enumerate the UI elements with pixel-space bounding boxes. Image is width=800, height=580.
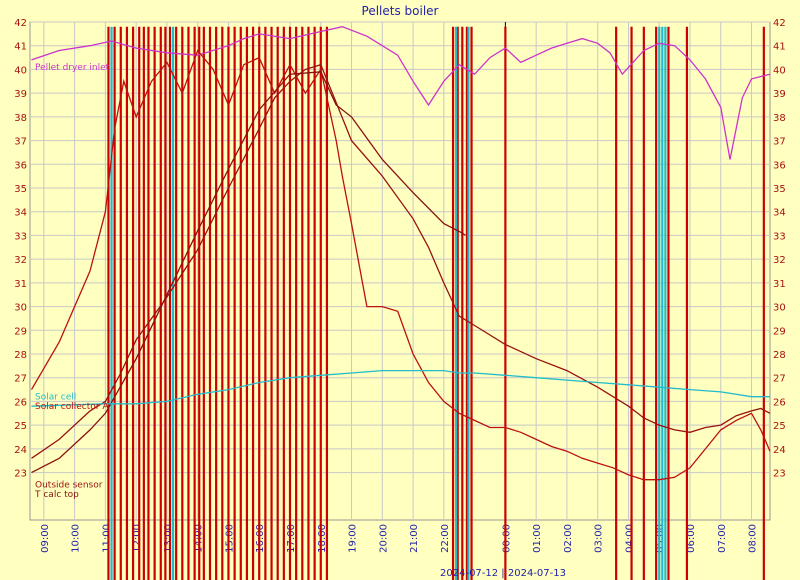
y-axis-right: 23 24 25 26 27 28 29 30 31 32 33 34 35 36 37 38 39 40 41 42	[773, 18, 786, 480]
series-label: Outside sensor	[35, 480, 103, 490]
series-lines	[30, 26, 771, 481]
y-tick-label-right: 24	[773, 445, 786, 456]
x-tick-label: 19:00	[348, 524, 359, 553]
chart-title: Pellets boiler	[362, 4, 439, 18]
y-tick-label-right: 39	[773, 89, 786, 100]
x-tick-label: 13:00	[163, 524, 174, 553]
y-tick-label-left: 42	[14, 18, 27, 29]
x-tick-label: 07:00	[717, 524, 728, 553]
y-tick-label-right: 42	[773, 18, 786, 29]
series-line	[31, 71, 466, 474]
y-tick-label-right: 27	[773, 374, 786, 385]
y-tick-label-right: 38	[773, 113, 786, 124]
y-tick-label-right: 25	[773, 421, 786, 432]
y-tick-label-left: 33	[14, 231, 27, 242]
y-tick-label-left: 40	[14, 65, 27, 76]
y-tick-label-left: 32	[14, 255, 27, 266]
series-line	[31, 63, 771, 459]
x-tick-label: 15:00	[224, 524, 235, 553]
y-tick-label-left: 26	[14, 397, 27, 408]
y-tick-label-left: 28	[14, 350, 27, 361]
x-tick-label: 18:00	[317, 524, 328, 553]
y-axis-left: 23 24 25 26 27 28 29 30 31 32 33 34 35 36 37 38 39 40 41 42	[14, 18, 27, 480]
y-tick-label-right: 29	[773, 326, 786, 337]
y-tick-label-right: 41	[773, 42, 786, 53]
y-tick-label-left: 38	[14, 113, 27, 124]
spike-lines	[107, 26, 765, 580]
y-tick-label-right: 31	[773, 279, 786, 290]
y-tick-label-right: 33	[773, 231, 786, 242]
y-tick-label-right: 26	[773, 397, 786, 408]
y-tick-label-left: 24	[14, 445, 27, 456]
x-tick-label: 17:00	[286, 524, 297, 553]
series-label: Pellet dryer inlet	[35, 63, 110, 73]
y-tick-label-right: 32	[773, 255, 786, 266]
x-tick-label: 16:00	[255, 524, 266, 553]
y-tick-label-left: 27	[14, 374, 27, 385]
series-labels: Pellet dryer inlet Solar collector A Outsi…	[34, 63, 110, 500]
x-tick-label: 11:00	[101, 524, 112, 553]
series-label: Solar cell	[35, 393, 76, 403]
x-tick-label: 01:00	[532, 524, 543, 553]
y-tick-label-right: 28	[773, 350, 786, 361]
x-tick-label: 08:00	[748, 524, 759, 553]
x-tick-label: 05:00	[655, 524, 666, 553]
y-tick-label-right: 37	[773, 137, 786, 148]
x-tick-label: 21:00	[409, 524, 420, 553]
x-tick-label: 04:00	[624, 524, 635, 553]
x-tick-label: 10:00	[71, 524, 82, 553]
y-tick-label-left: 41	[14, 42, 27, 53]
x-tick-label: 03:00	[594, 524, 605, 553]
y-tick-label-right: 23	[773, 469, 786, 480]
y-tick-label-right: 36	[773, 160, 786, 171]
y-tick-label-right: 30	[773, 303, 786, 314]
y-tick-label-left: 39	[14, 89, 27, 100]
x-tick-label: 22:00	[440, 524, 451, 553]
y-tick-label-left: 36	[14, 160, 27, 171]
date-label: 2024-07-12 | 2024-07-13	[440, 568, 566, 579]
x-tick-label: 06:00	[686, 524, 697, 553]
y-tick-label-right: 35	[773, 184, 786, 195]
series-line	[30, 49, 771, 481]
y-tick-label-left: 23	[14, 469, 27, 480]
series-line	[31, 369, 770, 407]
series-label: T calc top	[34, 490, 79, 500]
y-tick-label-left: 30	[14, 303, 27, 314]
y-tick-label-left: 35	[14, 184, 27, 195]
x-tick-label: 20:00	[378, 524, 389, 553]
y-tick-label-left: 29	[14, 326, 27, 337]
y-tick-label-left: 34	[14, 208, 27, 219]
y-tick-label-left: 25	[14, 421, 27, 432]
x-tick-label: 12:00	[132, 524, 143, 553]
series-line	[31, 26, 771, 160]
x-tick-label: 02:00	[563, 524, 574, 553]
x-axis: 09:0010:0011:0012:0013:0014:0015:0016:00…	[40, 524, 759, 553]
y-tick-label-left: 37	[14, 137, 27, 148]
y-tick-label-left: 31	[14, 279, 27, 290]
y-tick-label-right: 40	[773, 65, 786, 76]
x-tick-label: 09:00	[40, 524, 51, 553]
grid-lines	[29, 21, 771, 580]
y-tick-label-right: 34	[773, 208, 786, 219]
x-tick-label: 00:00	[501, 524, 512, 553]
series-label: Solar collector A	[35, 402, 109, 412]
